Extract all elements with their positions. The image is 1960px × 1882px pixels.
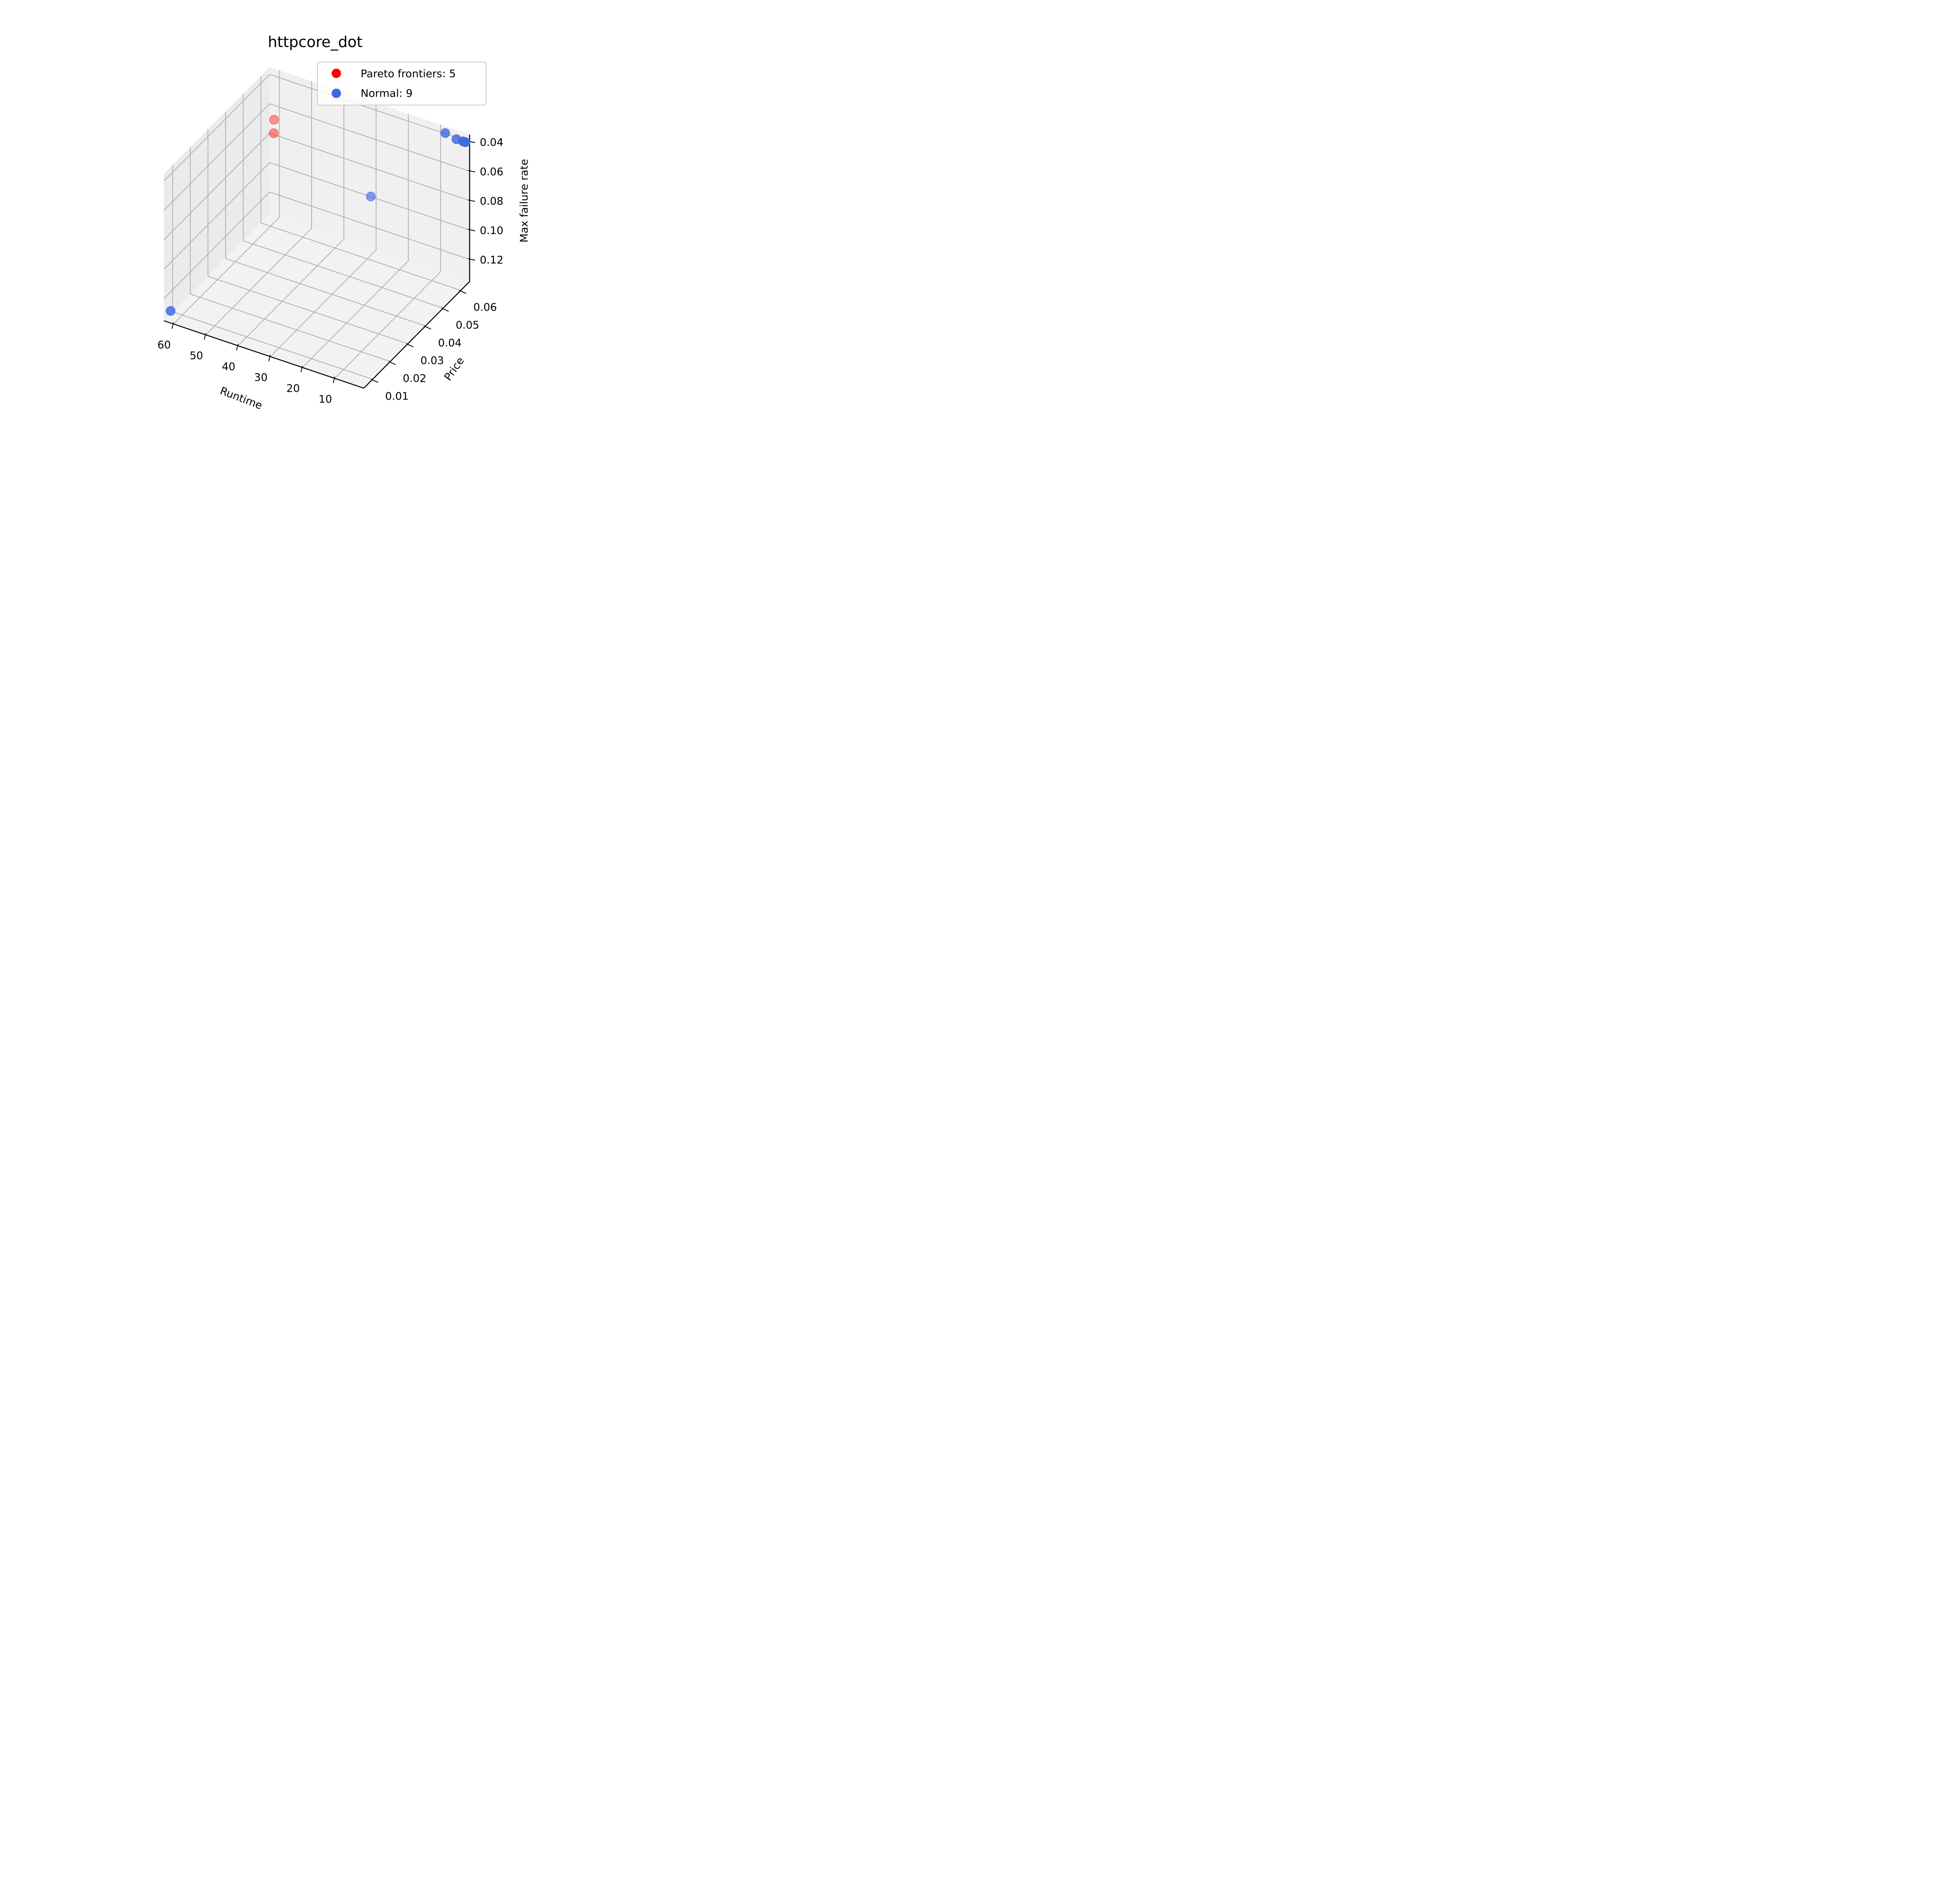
grid-line-x-floor [302,260,409,368]
grid-line-y-floor [208,276,408,344]
axis-lines [163,134,475,389]
z-tick-mark [468,170,475,173]
grid-line-x-floor [173,217,280,325]
grid-line-z-wall [163,192,270,299]
normal-point [165,306,176,316]
z-tick-label: 0.08 [480,195,503,207]
y-tick-label: 0.03 [420,355,444,367]
y-tick-label: 0.02 [403,372,426,385]
y-tick-mark [459,290,466,294]
y-tick-mark [371,379,378,383]
tick-labels: 60 50 40 30 20 10 0.01 0.02 0.03 0.04 0.05 0.06 0.04… [157,136,503,405]
grid-line-y-floor [243,240,443,309]
z-tick-mark [468,199,475,202]
y-tick-label: 0.04 [438,337,461,349]
x-tick-mark [332,376,335,383]
z-tick-label: 0.06 [480,166,503,178]
legend-marker-normal [332,89,341,98]
y-tick-mark [441,308,449,312]
y-tick-mark [388,361,396,365]
y-tick-label: 0.01 [385,390,408,402]
legend-label-pareto: Pareto frontiers: 5 [361,68,456,80]
grid-line-z-back [269,133,470,201]
x-tick-label: 40 [222,361,235,373]
normal-point [440,128,450,138]
z-tick-label: 0.04 [480,136,503,149]
grid-line-z-wall [163,162,270,270]
y-tick-mark [424,325,431,330]
grid-line-y-floor [225,258,426,327]
grid-line-x-floor [334,271,441,379]
x-axis-label: Runtime [218,385,264,412]
x-tick-mark [268,355,271,362]
y-axis-line [363,281,470,389]
normal-point [461,137,470,147]
x-tick-label: 50 [190,350,203,362]
grid-line-z-wall [163,104,270,211]
normal-point [366,191,376,202]
grid-line-z-wall [163,74,270,182]
y-tick-label: 0.06 [473,302,497,314]
z-tick-mark [468,229,475,231]
floor-pane [164,214,470,388]
grid-line-z-wall [163,133,270,240]
legend: Pareto frontiers: 5 Normal: 9 [317,62,486,105]
x-tick-mark [236,344,239,351]
legend-label-normal: Normal: 9 [361,87,413,100]
z-tick-label: 0.12 [480,254,503,266]
legend-frame [317,62,486,105]
grid-line-x-floor [238,239,344,346]
chart-title: httpcore_dot [268,33,363,51]
grid-lines [163,70,470,380]
x-tick-label: 10 [319,393,332,405]
x-tick-mark [171,322,174,329]
chart-figure: 60 50 40 30 20 10 0.01 0.02 0.03 0.04 0.05 0.06 0.04… [0,0,605,454]
grid-line-y-floor [172,311,373,380]
scatter-3d-chart: 60 50 40 30 20 10 0.01 0.02 0.03 0.04 0.05 0.06 0.04… [157,33,530,412]
pareto-point [269,115,279,125]
axis-panes [164,67,470,388]
grid-line-x-floor [270,249,377,357]
z-tick-label: 0.10 [480,225,503,237]
legend-marker-pareto [332,69,341,78]
y-tick-mark [406,343,414,347]
grid-line-y-floor [261,222,461,291]
x-tick-label: 30 [254,372,267,384]
x-tick-label: 60 [157,339,171,351]
grid-line-z-back [269,191,470,260]
grid-line-z-back [269,74,470,142]
grid-line-x-floor [205,228,312,335]
grid-line-z-back [269,103,470,172]
z-axis-label: Max failure rate [518,159,530,242]
x-axis-line [163,320,364,389]
y-axis-label: Price [442,355,466,383]
x-tick-mark [203,333,206,340]
z-tick-mark [468,258,475,261]
x-tick-mark [300,366,303,372]
y-tick-label: 0.05 [456,319,479,331]
pareto-point [269,128,279,138]
grid-line-y-floor [190,294,390,362]
data-points [165,115,470,316]
x-tick-label: 20 [287,382,300,394]
